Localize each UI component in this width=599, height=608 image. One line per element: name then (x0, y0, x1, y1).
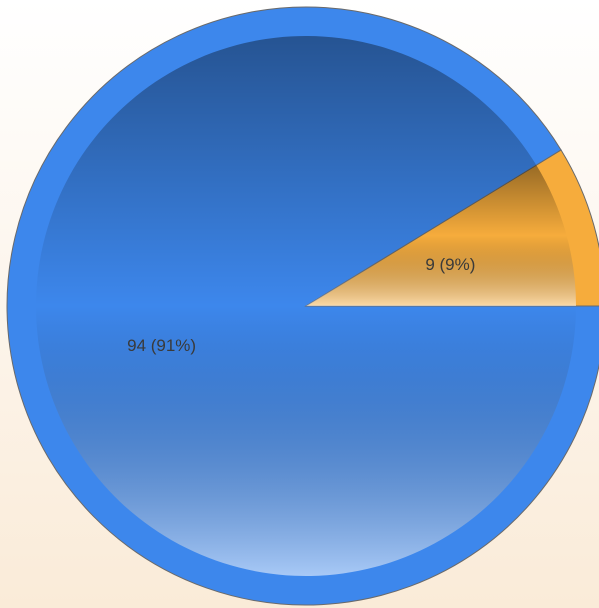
pie (6, 6, 599, 606)
slice (6, 6, 599, 606)
data-label: 9 (9%) (425, 255, 475, 274)
data-label: 94 (91%) (127, 336, 196, 355)
labels: 9 (9%) 94 (91%) (127, 255, 475, 355)
